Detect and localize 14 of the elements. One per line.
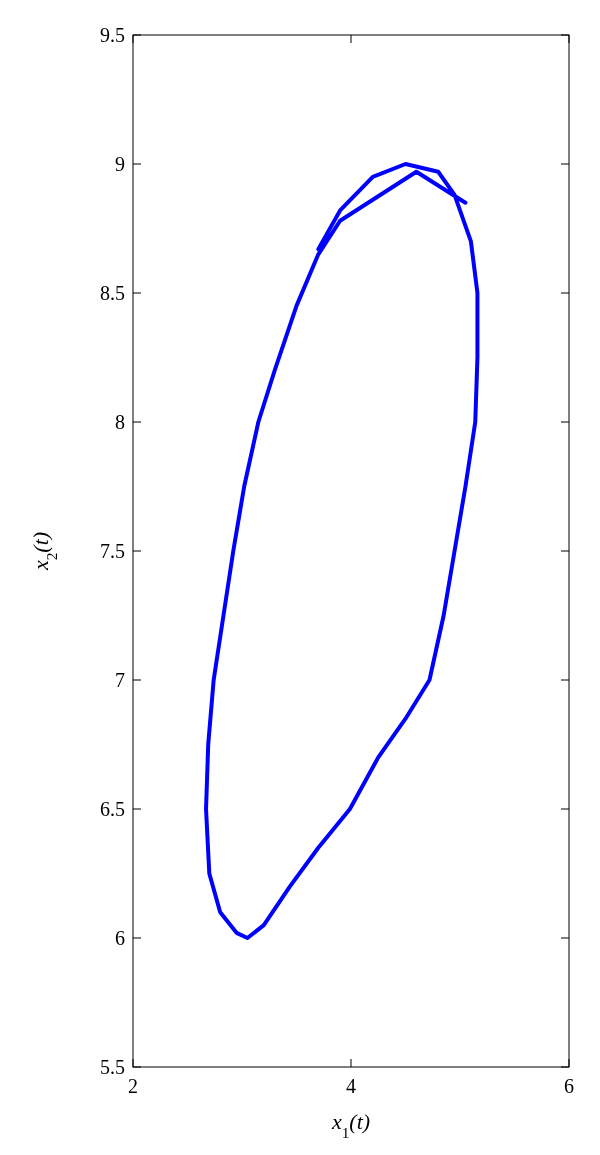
y-tick-label: 9 — [115, 153, 125, 175]
line-series — [204, 162, 480, 940]
y-tick-label: 6.5 — [100, 798, 125, 820]
x-tick-label: 2 — [128, 1075, 138, 1097]
x-axis-title: x$_{1}$(t) — [330, 1109, 371, 1141]
y-tick-label: 6 — [115, 927, 125, 949]
y-tick-label: 7 — [115, 669, 125, 691]
y-tick-label: 8.5 — [100, 282, 125, 304]
x-tick-label: 6 — [564, 1075, 574, 1097]
y-tick-label: 8 — [115, 411, 125, 433]
y-tick-label: 9.5 — [100, 24, 125, 46]
y-tick-label: 7.5 — [100, 540, 125, 562]
x-tick-label: 4 — [346, 1075, 356, 1097]
y-tick-label: 5.5 — [100, 1056, 125, 1078]
